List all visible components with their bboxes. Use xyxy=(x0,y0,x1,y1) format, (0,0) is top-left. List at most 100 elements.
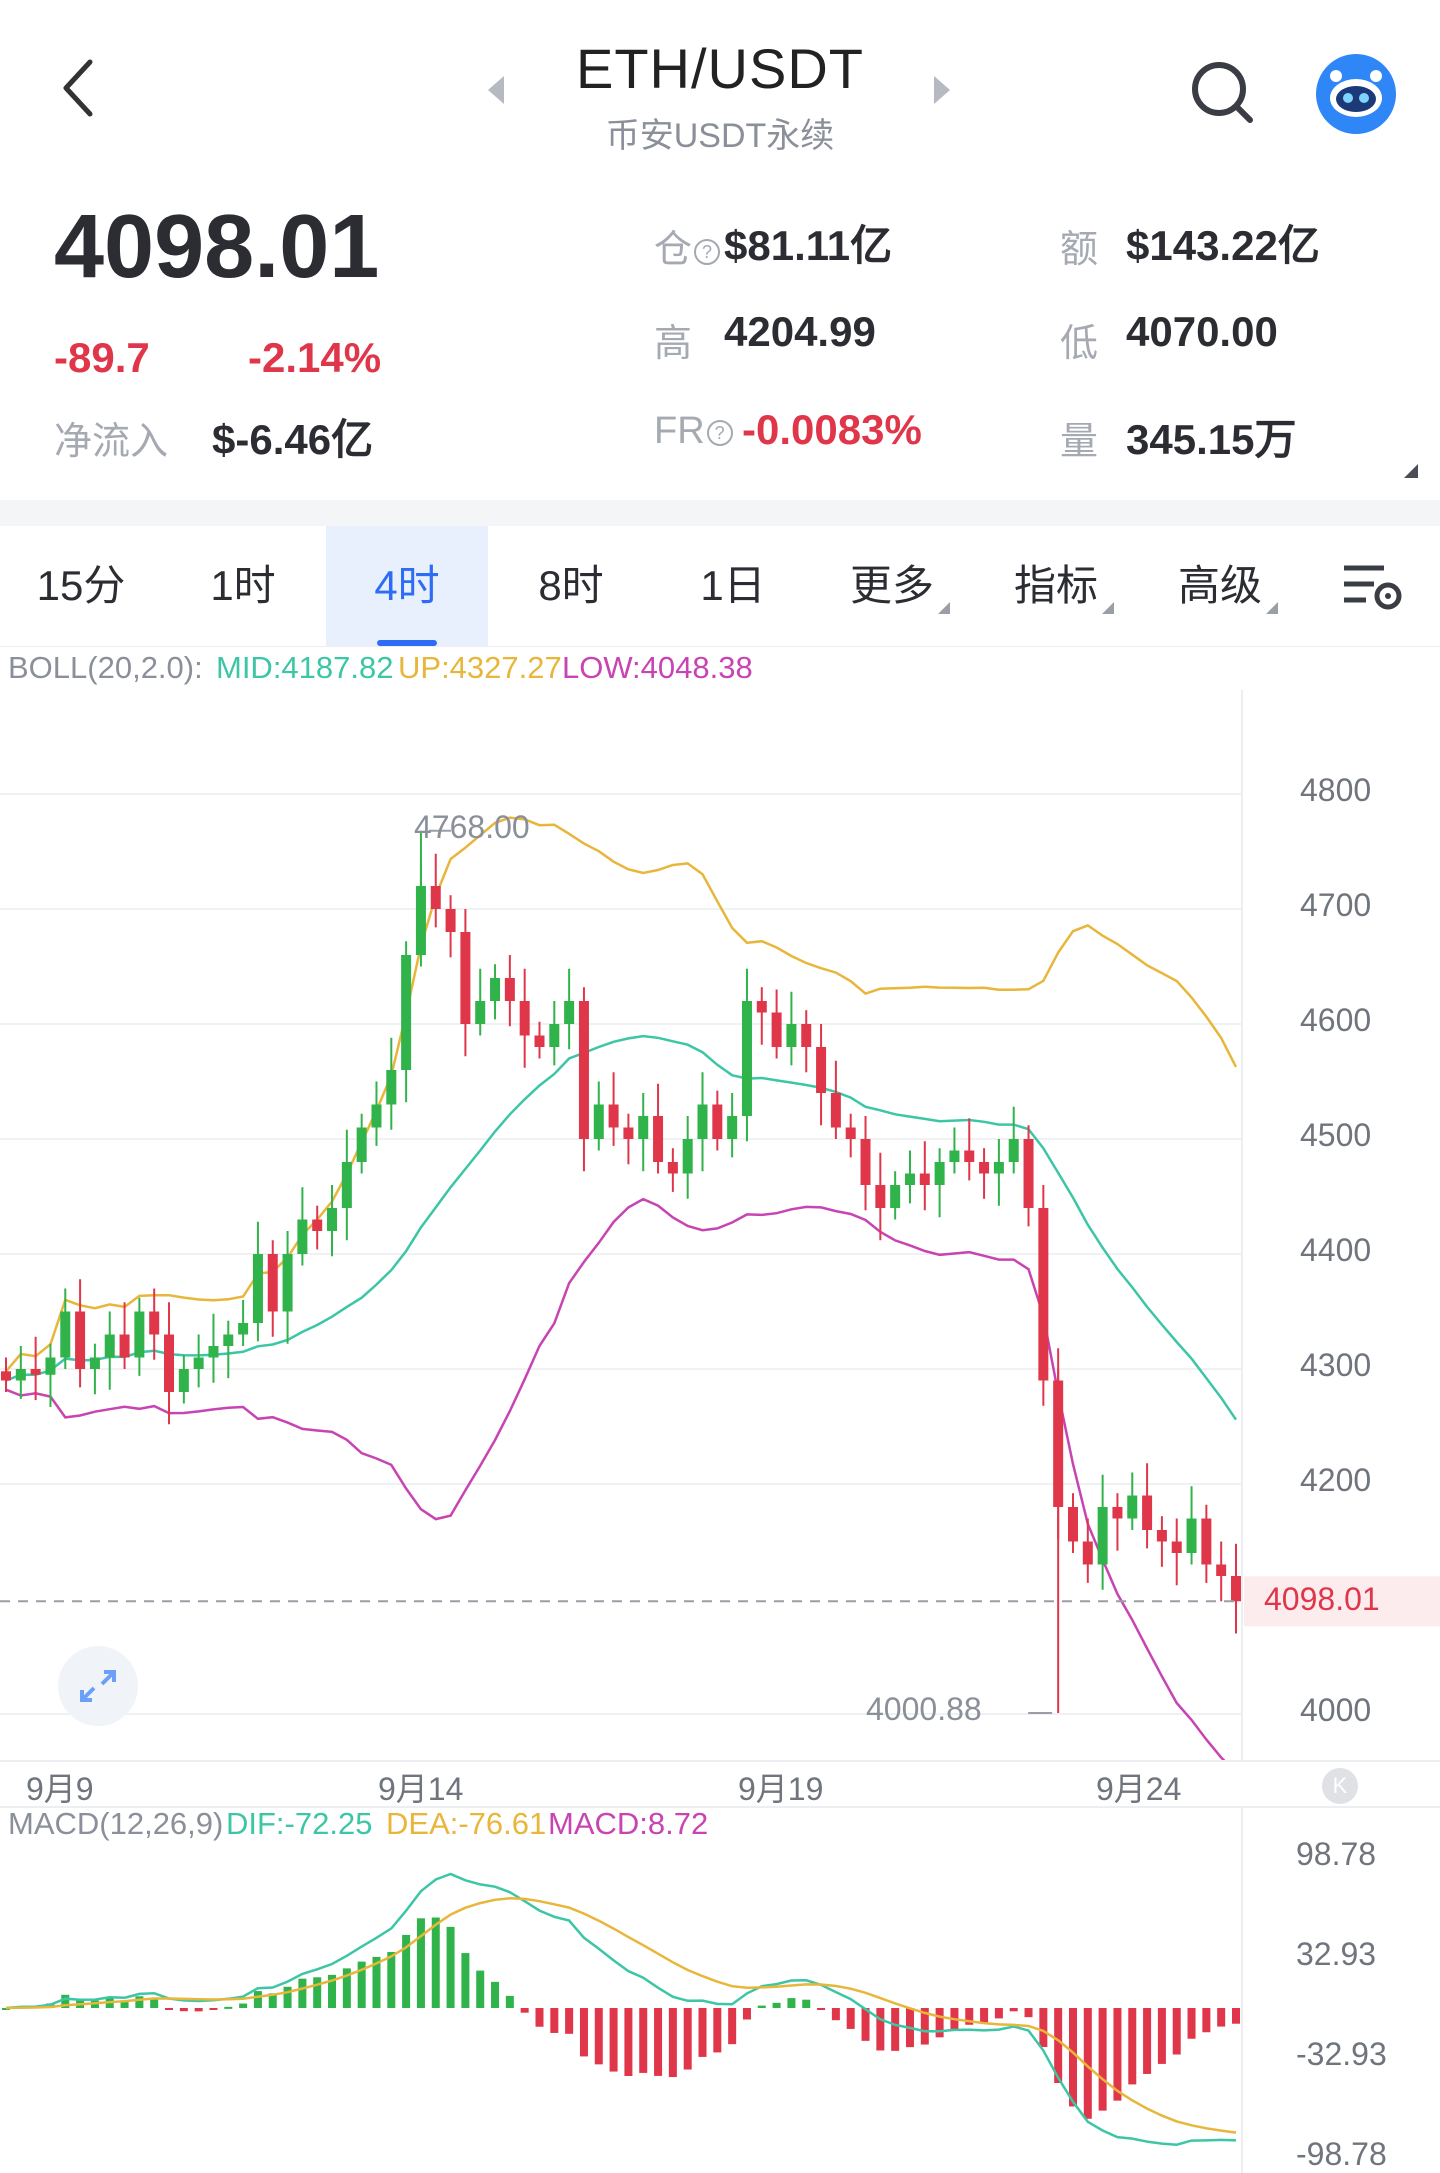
macd-bar xyxy=(965,2008,974,2025)
candle xyxy=(697,1072,708,1172)
help-icon[interactable]: ? xyxy=(694,238,721,265)
candle xyxy=(327,1185,338,1257)
y-tick-label: 4600 xyxy=(1300,1002,1372,1038)
tab-more[interactable]: 更多 xyxy=(820,526,980,646)
candle xyxy=(134,1297,145,1376)
candle xyxy=(875,1152,886,1241)
candle xyxy=(267,1240,278,1337)
candle xyxy=(193,1334,204,1388)
macd-bar xyxy=(935,2008,944,2038)
candle xyxy=(119,1302,130,1369)
candle xyxy=(401,941,412,1103)
expand-stats-icon[interactable] xyxy=(1404,464,1418,478)
help-icon[interactable]: ? xyxy=(706,419,733,446)
macd-bar xyxy=(1143,2008,1152,2074)
candle xyxy=(816,1024,827,1126)
macd-bar xyxy=(1039,2008,1048,2048)
date-tick: 9月19 xyxy=(738,1771,824,1807)
funding-rate-value: -0.0083% xyxy=(742,406,922,453)
boll-up: UP:4327.27 xyxy=(398,650,562,685)
macd-bar xyxy=(639,2008,648,2073)
macd-bar xyxy=(1098,2008,1107,2111)
macd-bar xyxy=(550,2008,559,2033)
macd-bar xyxy=(728,2008,737,2045)
macd-bar xyxy=(742,2008,751,2020)
candle xyxy=(89,1343,100,1395)
macd-bar xyxy=(491,1981,500,2008)
prev-pair-icon[interactable] xyxy=(488,76,504,104)
candlestick-chart[interactable] xyxy=(0,690,1440,1760)
candle xyxy=(1008,1106,1019,1174)
fullscreen-button[interactable] xyxy=(58,1646,138,1726)
macd-bar xyxy=(313,1977,322,2008)
exchange-label: 币安USDT永续 xyxy=(605,117,835,155)
macd-bar xyxy=(698,2008,707,2057)
candle xyxy=(578,987,589,1172)
high-value: 4204.99 xyxy=(724,308,876,355)
pair-title[interactable]: ETH/USDT xyxy=(576,37,864,100)
candle xyxy=(60,1288,71,1369)
back-icon[interactable] xyxy=(58,56,98,120)
candle xyxy=(1023,1125,1034,1227)
macd-bar xyxy=(165,2008,174,2010)
macd-bar xyxy=(994,2008,1003,2019)
candle xyxy=(371,1081,382,1146)
next-pair-icon[interactable] xyxy=(934,76,950,104)
macd-bar xyxy=(372,1956,381,2008)
tab-4h[interactable]: 4时 xyxy=(326,526,488,646)
macd-bar xyxy=(787,1998,796,2008)
macd-bar xyxy=(431,1917,440,2008)
funding-rate-label[interactable]: FR? xyxy=(654,410,733,453)
tab-15m[interactable]: 15分 xyxy=(36,562,126,609)
open-interest-label[interactable]: 仓? xyxy=(654,218,721,273)
chart-settings-icon[interactable] xyxy=(1342,562,1404,612)
y-tick-label: 4500 xyxy=(1300,1117,1372,1153)
candle xyxy=(564,968,575,1050)
macd-bar xyxy=(624,2008,633,2077)
expand-icon xyxy=(80,1670,116,1702)
macd-bar xyxy=(683,2008,692,2070)
candle xyxy=(801,1010,812,1073)
amount-value: $143.22亿 xyxy=(1126,222,1320,269)
candle xyxy=(312,1205,323,1250)
macd-bar xyxy=(61,1994,70,2008)
tab-advanced[interactable]: 高级 xyxy=(1148,526,1308,646)
candle xyxy=(1097,1474,1108,1590)
candle xyxy=(890,1171,901,1220)
y-tick-label: 4700 xyxy=(1300,887,1372,923)
candle xyxy=(993,1139,1004,1206)
boll-upper-line xyxy=(5,816,1238,1373)
candle xyxy=(30,1336,41,1401)
candle xyxy=(653,1083,664,1174)
dif-line xyxy=(5,1872,1237,2146)
candle xyxy=(949,1127,960,1174)
date-tick: 9月9 xyxy=(26,1771,94,1807)
tab-indicators[interactable]: 指标 xyxy=(984,526,1144,646)
date-tick: 9月24 xyxy=(1096,1771,1182,1807)
macd-bar xyxy=(654,2008,663,2076)
macd-bar xyxy=(476,1970,485,2008)
macd-bar xyxy=(446,1926,455,2008)
candle xyxy=(223,1320,234,1379)
macd-bar xyxy=(668,2008,677,2078)
tab-1h[interactable]: 1时 xyxy=(210,562,276,609)
candle xyxy=(282,1231,293,1344)
candle xyxy=(741,968,752,1142)
macd-bar xyxy=(1068,2008,1077,2107)
candle xyxy=(608,1072,619,1146)
tab-1d[interactable]: 1日 xyxy=(700,562,766,609)
macd-bar xyxy=(920,2008,929,2045)
dea-line xyxy=(5,1897,1237,2134)
robot-assistant-icon[interactable] xyxy=(1314,52,1398,136)
tab-8h[interactable]: 8时 xyxy=(538,562,604,609)
macd-chart[interactable] xyxy=(0,1806,1440,2173)
macd-bar xyxy=(298,1978,307,2008)
macd-bar xyxy=(609,2008,618,2072)
top-bar: ETH/USDT 币安USDT永续 xyxy=(0,0,1440,170)
dropdown-caret-icon xyxy=(1102,602,1114,614)
amount-label: 额 xyxy=(1060,229,1099,271)
volume-label: 量 xyxy=(1060,421,1099,463)
macd-bar xyxy=(831,2008,840,2021)
candle xyxy=(682,1116,693,1199)
search-icon[interactable] xyxy=(1188,58,1258,128)
